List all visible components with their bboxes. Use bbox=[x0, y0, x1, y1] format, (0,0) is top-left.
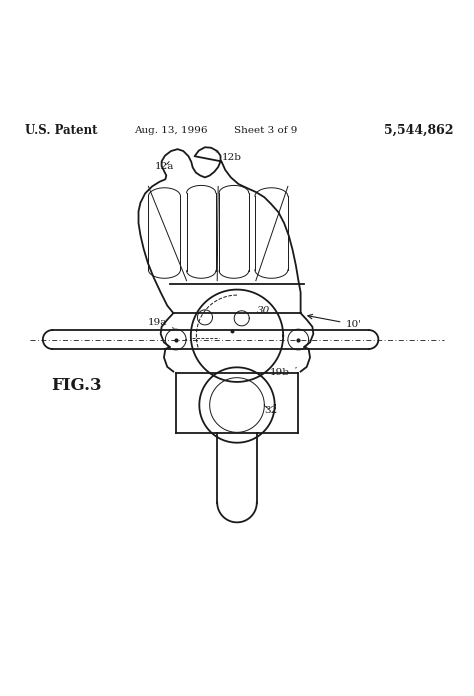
Text: U.S. Patent: U.S. Patent bbox=[25, 125, 98, 137]
Text: 5,544,862: 5,544,862 bbox=[384, 125, 454, 137]
Text: 19a: 19a bbox=[147, 318, 174, 329]
Text: 12b: 12b bbox=[216, 152, 242, 161]
Text: Aug. 13, 1996: Aug. 13, 1996 bbox=[134, 126, 208, 135]
Text: 10': 10' bbox=[308, 315, 361, 329]
Text: 12a: 12a bbox=[155, 161, 174, 171]
Text: 30: 30 bbox=[257, 306, 271, 315]
Text: 32: 32 bbox=[264, 406, 278, 415]
Text: 19b: 19b bbox=[270, 367, 297, 377]
Text: Sheet 3 of 9: Sheet 3 of 9 bbox=[234, 126, 297, 135]
Text: FIG.3: FIG.3 bbox=[52, 377, 102, 394]
